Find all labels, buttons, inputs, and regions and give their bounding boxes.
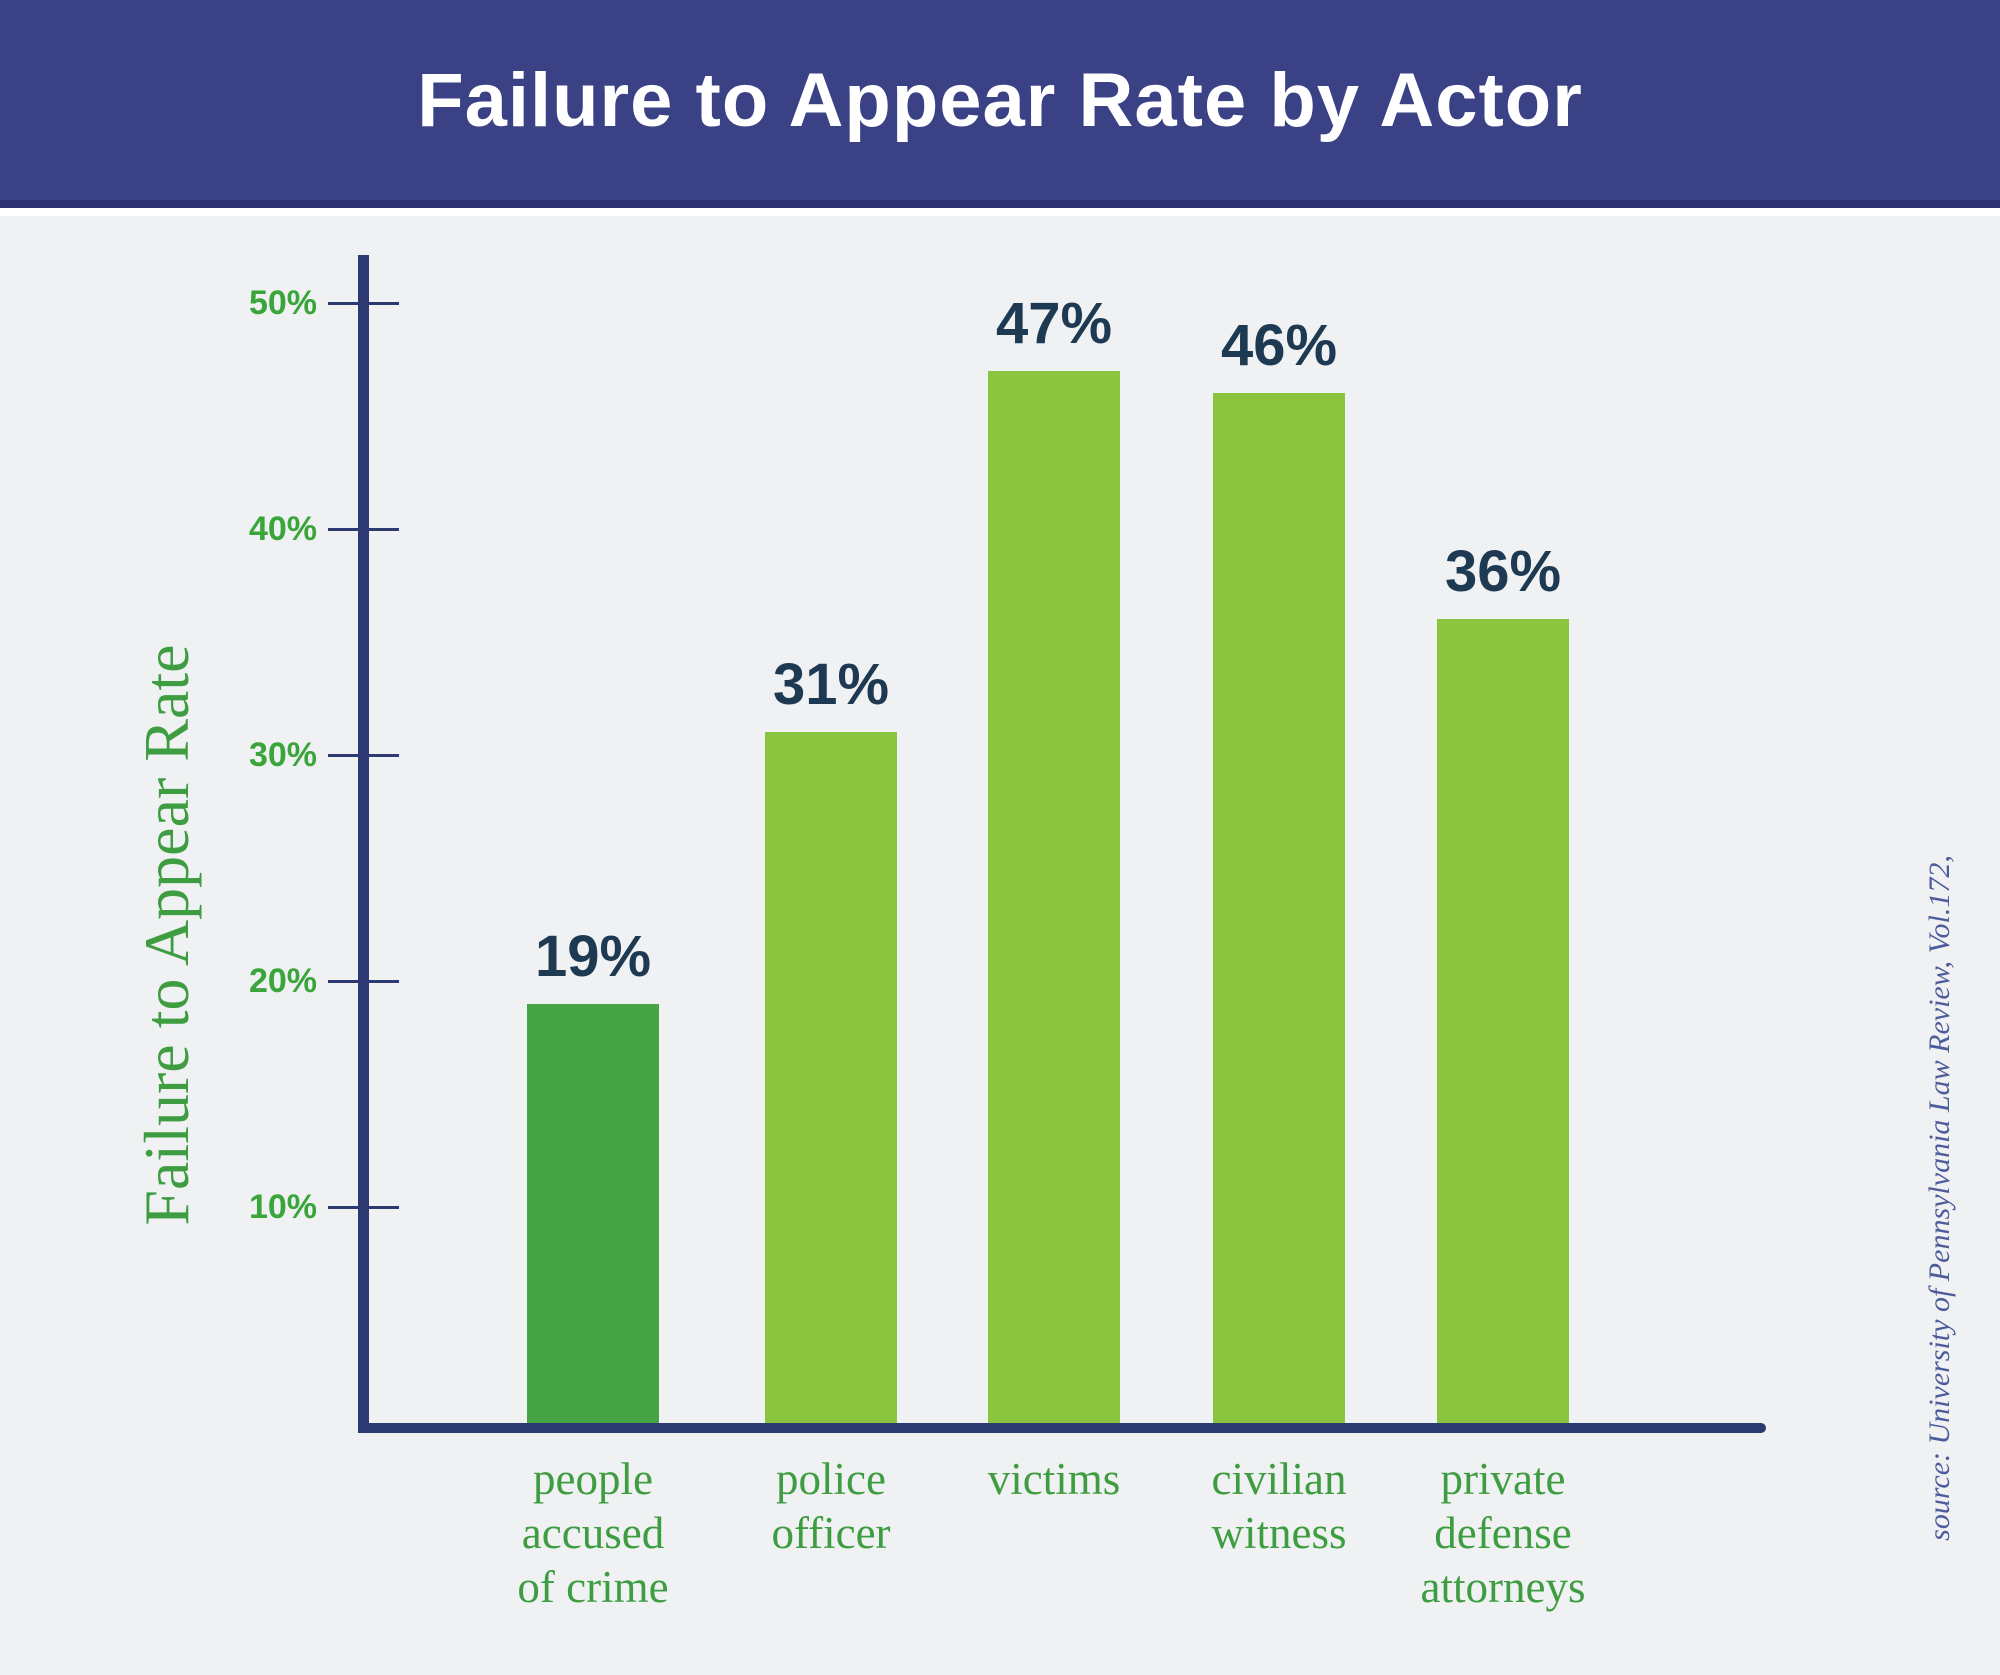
tick-label-50: 50%: [248, 284, 317, 322]
category-label-line: defense: [1434, 1508, 1572, 1558]
category-label-line: police: [776, 1454, 886, 1504]
x-axis-line: [358, 1423, 1766, 1433]
category-label-line: of crime: [517, 1562, 669, 1612]
bar-police-officer: [765, 732, 897, 1433]
category-label-private-defense-attorneys: private defense attorneys: [1343, 1452, 1663, 1614]
tick-label-20: 20%: [248, 962, 317, 1000]
bar-people-accused-of-crime: [527, 1003, 659, 1433]
bar-private-defense-attorneys: [1437, 619, 1569, 1433]
header-banner: Failure to Appear Rate by Actor: [0, 0, 2000, 208]
category-label-line: civilian: [1211, 1454, 1347, 1504]
bar-victims: [988, 370, 1120, 1433]
y-axis-title: Failure to Appear Rate: [131, 644, 202, 1226]
value-label-police-officer: 31%: [772, 652, 890, 718]
chart-title: Failure to Appear Rate by Actor: [417, 57, 1583, 143]
tick-label-10: 10%: [248, 1188, 317, 1226]
value-label-private-defense-attorneys: 36%: [1444, 539, 1562, 605]
bar-civilian-witness: [1213, 393, 1345, 1433]
category-label-line: private: [1440, 1454, 1566, 1504]
category-label-line: accused: [521, 1508, 665, 1558]
value-label-victims: 47%: [995, 290, 1113, 356]
category-label-police-officer: police officer: [671, 1452, 991, 1560]
source-attribution: source: University of Pennsylvania Law R…: [1923, 855, 1956, 1541]
category-label-line: attorneys: [1420, 1562, 1586, 1612]
y-axis-line: [358, 255, 369, 1433]
category-label-victims: victims: [894, 1452, 1214, 1506]
value-label-civilian-witness: 46%: [1220, 313, 1338, 379]
category-label-line: people: [533, 1454, 653, 1504]
category-label-civilian-witness: civilian witness: [1119, 1452, 1439, 1560]
category-label-line: witness: [1211, 1508, 1347, 1558]
category-label-line: officer: [771, 1508, 891, 1558]
value-label-people-accused-of-crime: 19%: [534, 923, 652, 989]
category-label-people-accused-of-crime: people accused of crime: [433, 1452, 753, 1614]
tick-label-40: 40%: [248, 510, 317, 548]
category-label-line: victims: [987, 1454, 1121, 1504]
tick-label-30: 30%: [248, 736, 317, 774]
